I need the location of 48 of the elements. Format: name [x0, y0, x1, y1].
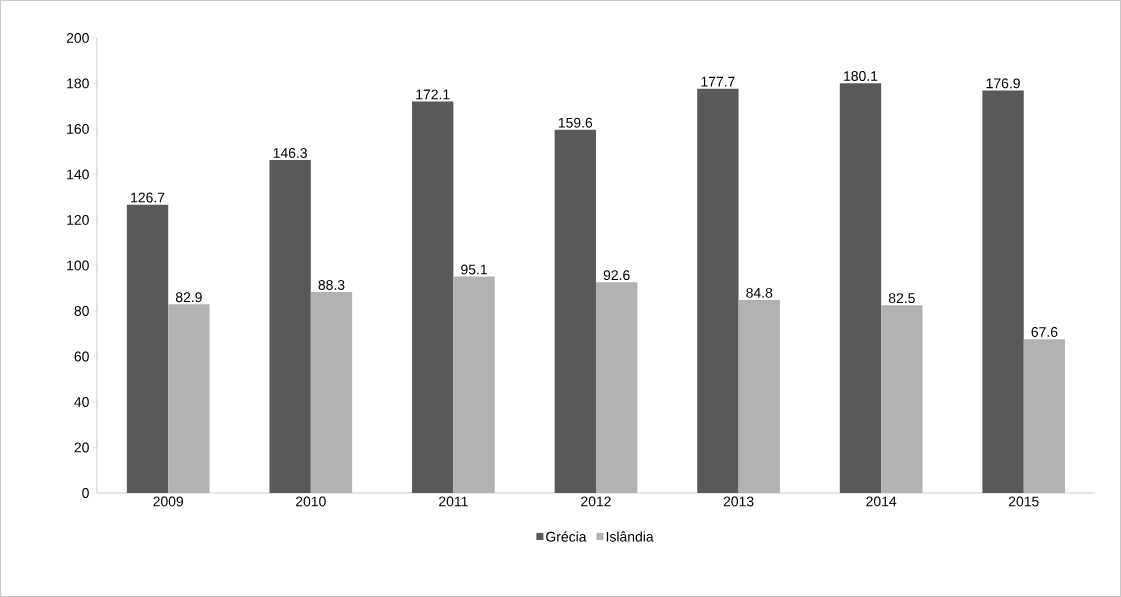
y-tick-label: 160: [67, 124, 89, 134]
y-tick-label: 140: [67, 169, 89, 180]
x-tick-label: 2014: [866, 496, 897, 507]
y-tick-label: 100: [67, 260, 89, 271]
data-label: 180.1: [844, 71, 878, 82]
y-tick-label: 180: [67, 78, 89, 89]
y-tick-label: 0: [82, 488, 89, 498]
data-label: 172.1: [416, 89, 450, 100]
data-label: 67.6: [1031, 327, 1058, 338]
x-tick-label: 2011: [439, 496, 468, 507]
bar: [595, 282, 638, 494]
data-label: 177.7: [701, 76, 735, 87]
bar: [412, 101, 454, 494]
bar: [453, 276, 495, 494]
y-tick-label: 80: [74, 306, 89, 316]
x-tick-label: 2010: [295, 496, 326, 507]
x-tick-label: 2012: [581, 496, 611, 507]
bar: [1023, 339, 1066, 494]
data-label: 95.1: [461, 264, 487, 275]
bar: [697, 88, 739, 494]
bar: [839, 83, 882, 494]
data-label: 82.5: [888, 293, 915, 304]
x-tick-label: 2013: [723, 496, 754, 507]
y-tick-label: 40: [74, 397, 89, 407]
data-label: 146.3: [273, 148, 307, 158]
bar: [126, 204, 169, 494]
bar: [982, 90, 1024, 494]
data-label: 126.7: [131, 192, 165, 203]
bar: [168, 304, 210, 494]
bar: [738, 300, 780, 494]
y-tick-label: 60: [74, 351, 89, 362]
legend-label: Islândia: [606, 531, 654, 542]
data-label: 176.9: [986, 78, 1020, 89]
y-tick-label: 200: [66, 33, 89, 43]
bar: [881, 305, 923, 494]
x-tick-label: 2009: [153, 496, 184, 507]
y-tick-label: 120: [67, 215, 89, 225]
bar: [554, 129, 596, 494]
bar: [269, 160, 311, 494]
data-label: 82.9: [175, 292, 202, 303]
y-tick-label: 20: [74, 442, 89, 453]
data-label: 84.8: [746, 288, 773, 298]
bar: [310, 292, 353, 494]
legend-label: Grécia: [546, 531, 587, 542]
data-label: 92.6: [603, 270, 630, 281]
data-label: 159.6: [558, 117, 593, 128]
data-label: 88.3: [318, 280, 345, 290]
x-tick-label: 2015: [1008, 496, 1039, 507]
